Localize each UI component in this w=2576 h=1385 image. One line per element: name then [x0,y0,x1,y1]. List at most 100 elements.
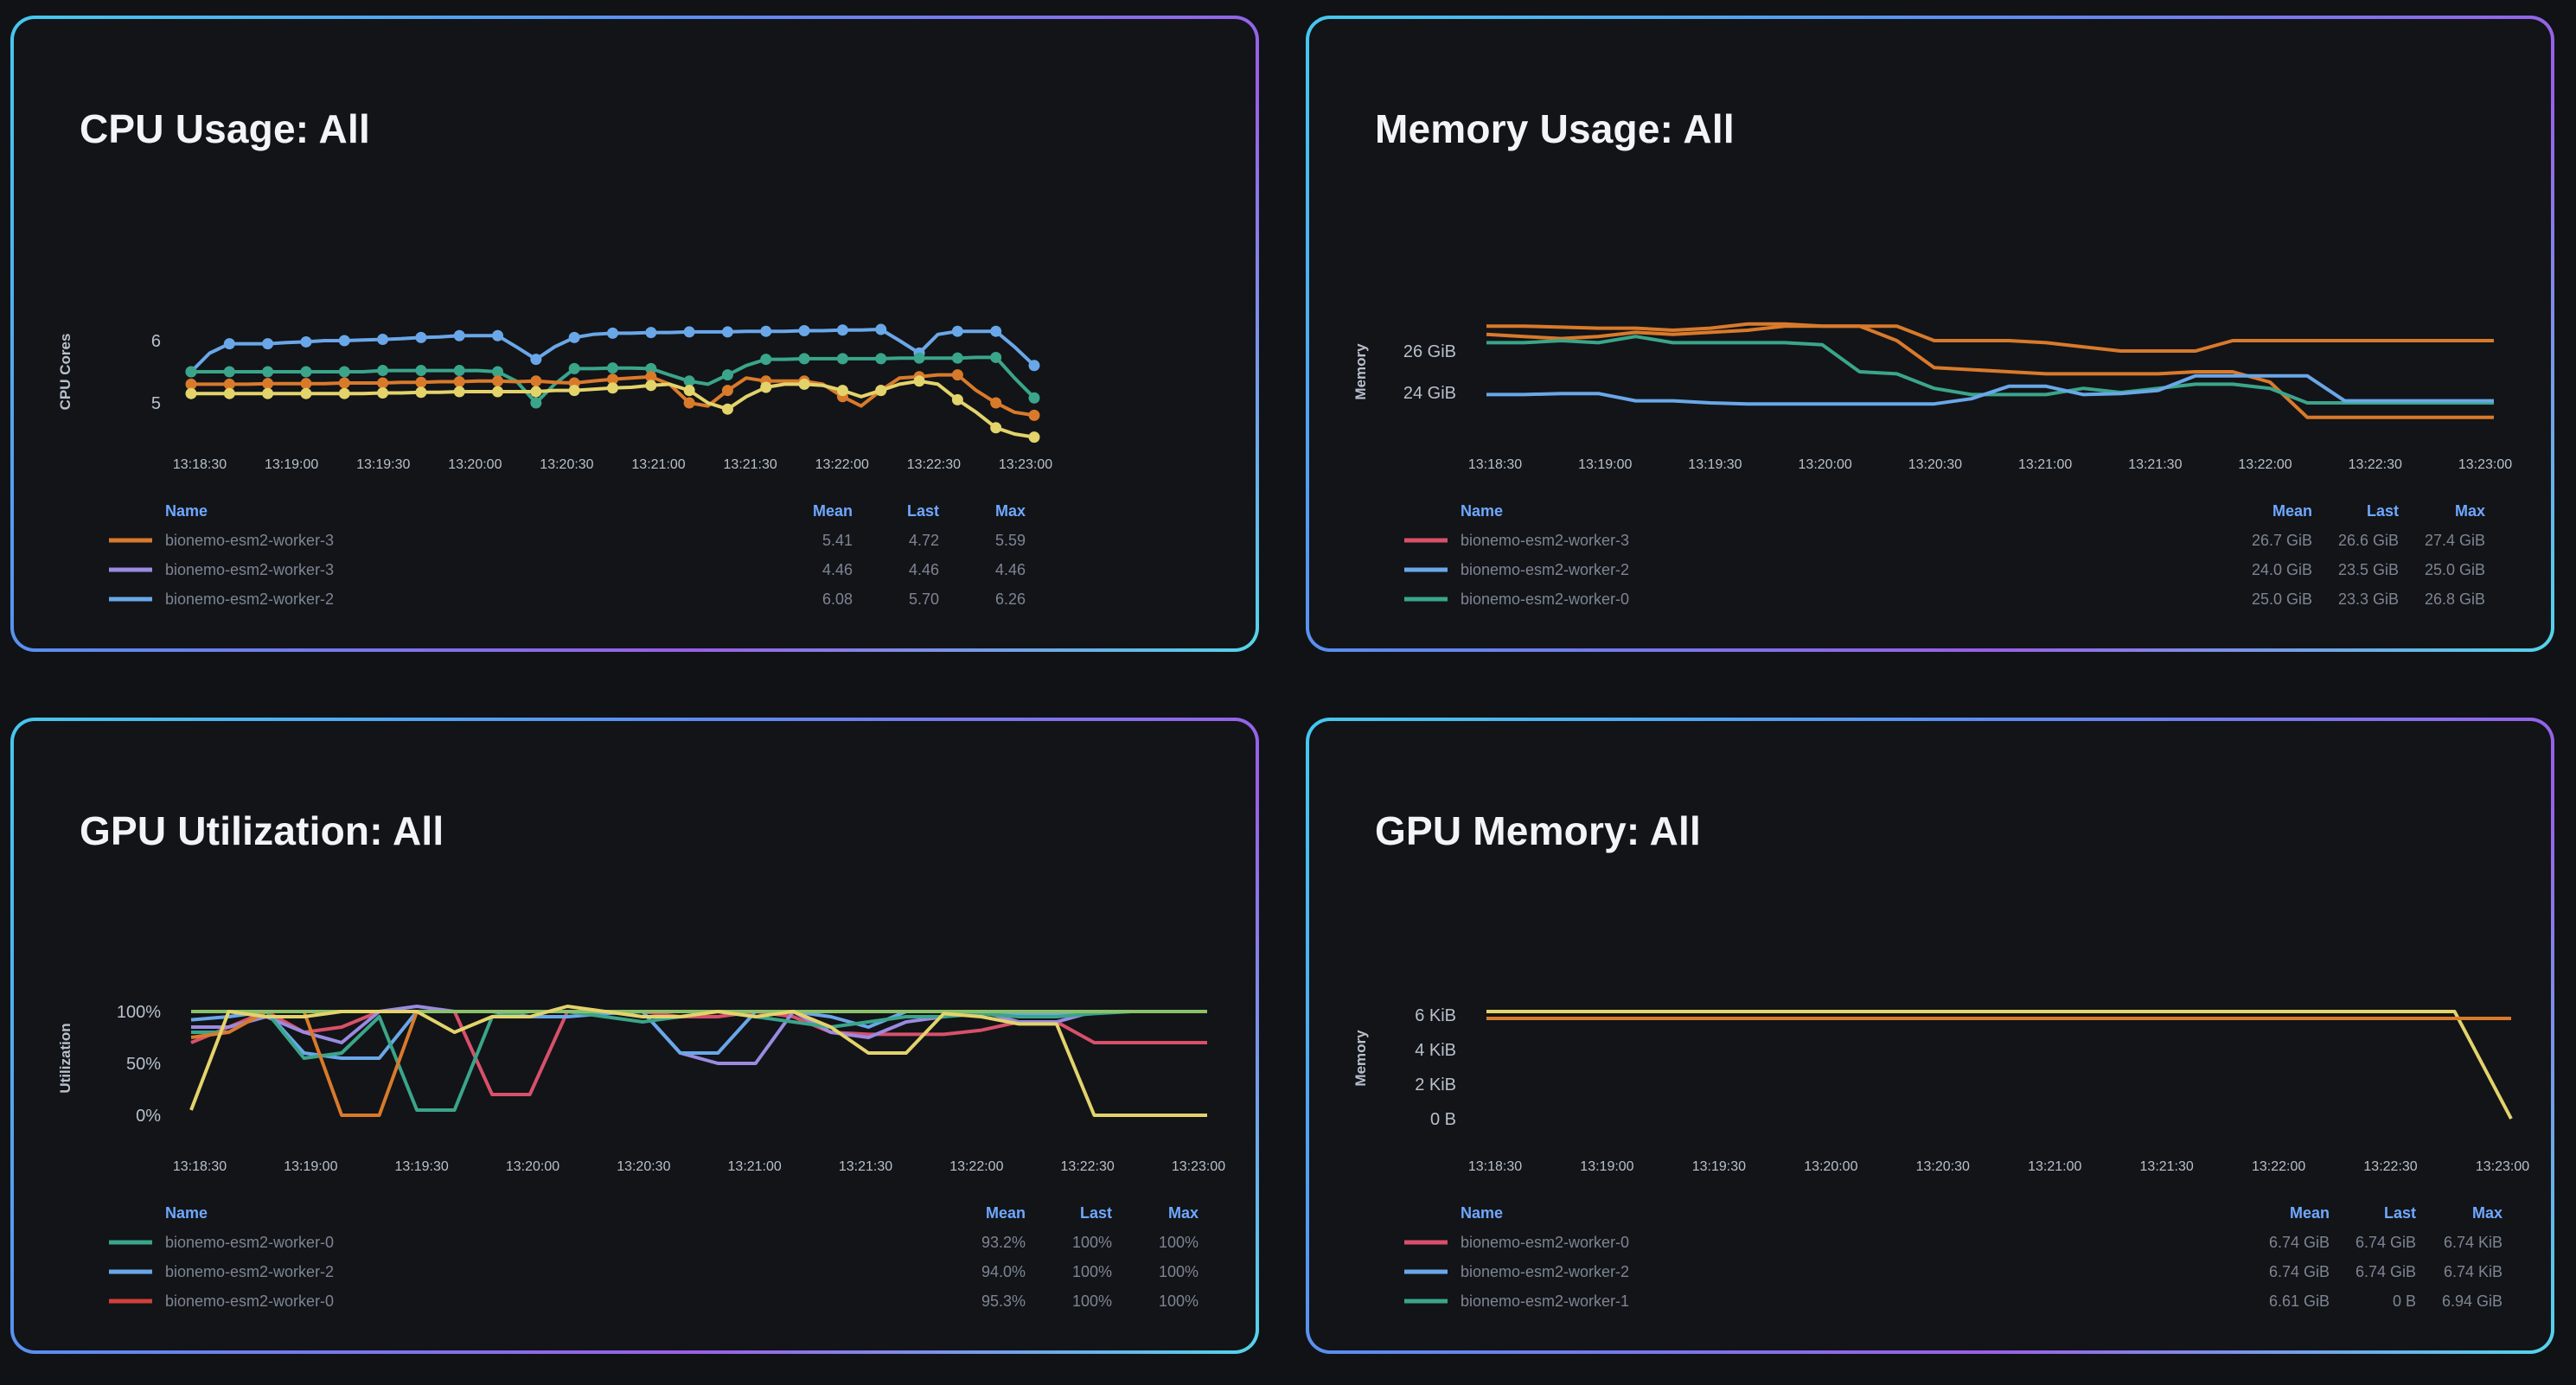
x-tick-label: 13:18:30 [173,457,227,472]
x-tick-label: 13:21:00 [728,1159,782,1174]
legend-mean: 6.61 GiB [2269,1292,2330,1310]
data-point [913,352,925,364]
x-tick-label: 13:20:30 [1916,1159,1970,1174]
data-point [338,366,350,378]
x-tick-label: 13:23:00 [2476,1159,2529,1174]
data-point [338,335,350,347]
data-point [262,338,274,350]
data-point [453,365,465,377]
data-point [990,422,1002,434]
legend-last: 23.5 GiB [2338,561,2399,578]
data-point [875,353,887,365]
data-point [492,386,504,398]
x-tick-label: 13:21:30 [2140,1159,2194,1174]
legend-header: Name [1461,502,1503,520]
legend-name: bionemo-esm2-worker-0 [1461,1234,1629,1251]
data-point [492,375,504,387]
legend-max: 25.0 GiB [2425,561,2485,578]
panel-body: Memory Usage: All Memory 24 GiB 26 GiB 13:1… [1309,19,2551,648]
data-point [1028,360,1040,372]
x-tick-label: 13:23:00 [999,457,1052,472]
data-point [530,375,542,387]
data-point [223,338,235,350]
panel-body: CPU Usage: All CPU Cores 5 6 13:18:30 13:19:… [14,19,1256,648]
data-point [300,335,312,348]
x-tick-label: 13:20:30 [540,457,593,472]
legend-mean: 94.0% [981,1263,1026,1280]
data-point [990,351,1002,363]
data-point [530,386,542,398]
legend-header: Last [2367,502,2399,520]
data-point [300,387,312,399]
series-line [191,1005,1207,1065]
legend-header: Last [907,502,939,520]
data-point [568,331,580,343]
data-point [415,376,427,388]
data-point [568,385,580,397]
data-point [415,365,427,377]
legend-header: Name [1461,1204,1503,1222]
y-tick-label: 5 [151,394,161,413]
x-tick-label: 13:23:00 [1172,1159,1225,1174]
data-point [262,366,274,378]
data-point [721,369,733,381]
data-point [645,362,657,374]
legend-header: Max [2455,502,2485,520]
legend-max: 6.26 [995,590,1026,608]
data-point [875,323,887,335]
data-point [1028,431,1040,444]
data-point [607,373,618,386]
legend-mean: 5.41 [822,532,853,549]
y-tick-label: 6 KiB [1415,1006,1456,1025]
legend-header: Name [165,1204,208,1222]
legend-last: 26.6 GiB [2338,532,2399,549]
gpu-utilization-chart: Utilization 0% 50% 100% 13:18:30 13:19:00 13:1… [57,1003,1225,1310]
data-point [721,403,733,415]
data-point [760,354,772,366]
data-point [530,397,542,409]
data-point [836,385,848,397]
legend-max: 5.59 [995,532,1026,549]
x-tick-label: 13:20:00 [448,457,502,472]
data-point [913,375,925,387]
data-point [683,375,695,387]
y-tick-label: 6 [151,332,161,351]
data-point [951,393,963,405]
legend-name: bionemo-esm2-worker-1 [1461,1292,1629,1310]
legend-last: 100% [1072,1263,1112,1280]
x-tick-label: 13:22:00 [949,1159,1003,1174]
data-point [836,324,848,336]
data-point [951,352,963,364]
x-tick-label: 13:20:30 [1908,457,1962,472]
data-point [377,377,389,389]
x-tick-label: 13:19:30 [1692,1159,1746,1174]
data-point [607,327,618,339]
y-tick-label: 26 GiB [1403,342,1456,361]
legend-last: 5.70 [909,590,939,608]
legend-mean: 6.74 GiB [2269,1263,2330,1280]
series-line [1486,335,2494,405]
x-tick-label: 13:19:30 [356,457,410,472]
x-tick-label: 13:18:30 [1468,1159,1522,1174]
legend-mean: 4.46 [822,561,853,578]
legend-max: 4.46 [995,561,1026,578]
series-line [1486,373,2494,406]
legend-header: Last [1080,1204,1112,1222]
data-point [607,362,618,374]
legend-mean: 24.0 GiB [2252,561,2312,578]
data-point [262,387,274,399]
x-tick-label: 13:21:00 [631,457,685,472]
data-point [683,326,695,338]
legend-name: bionemo-esm2-worker-3 [1461,532,1629,549]
cpu-usage-chart: CPU Cores 5 6 13:18:30 13:19:00 13:19:30 13:20… [57,323,1052,608]
data-point [1028,392,1040,404]
gpu-memory-chart: Memory 0 B 2 KiB 4 KiB 6 KiB 13:18:30 13:19:00… [1352,1006,2529,1310]
data-point [453,376,465,388]
x-tick-label: 13:18:30 [1468,457,1522,472]
legend-header: Mean [986,1204,1026,1222]
x-tick-label: 13:22:30 [2363,1159,2417,1174]
y-tick-label: 4 KiB [1415,1041,1456,1060]
data-point [223,366,235,378]
legend-header: Max [1168,1204,1199,1222]
legend-name: bionemo-esm2-worker-0 [1461,590,1629,608]
